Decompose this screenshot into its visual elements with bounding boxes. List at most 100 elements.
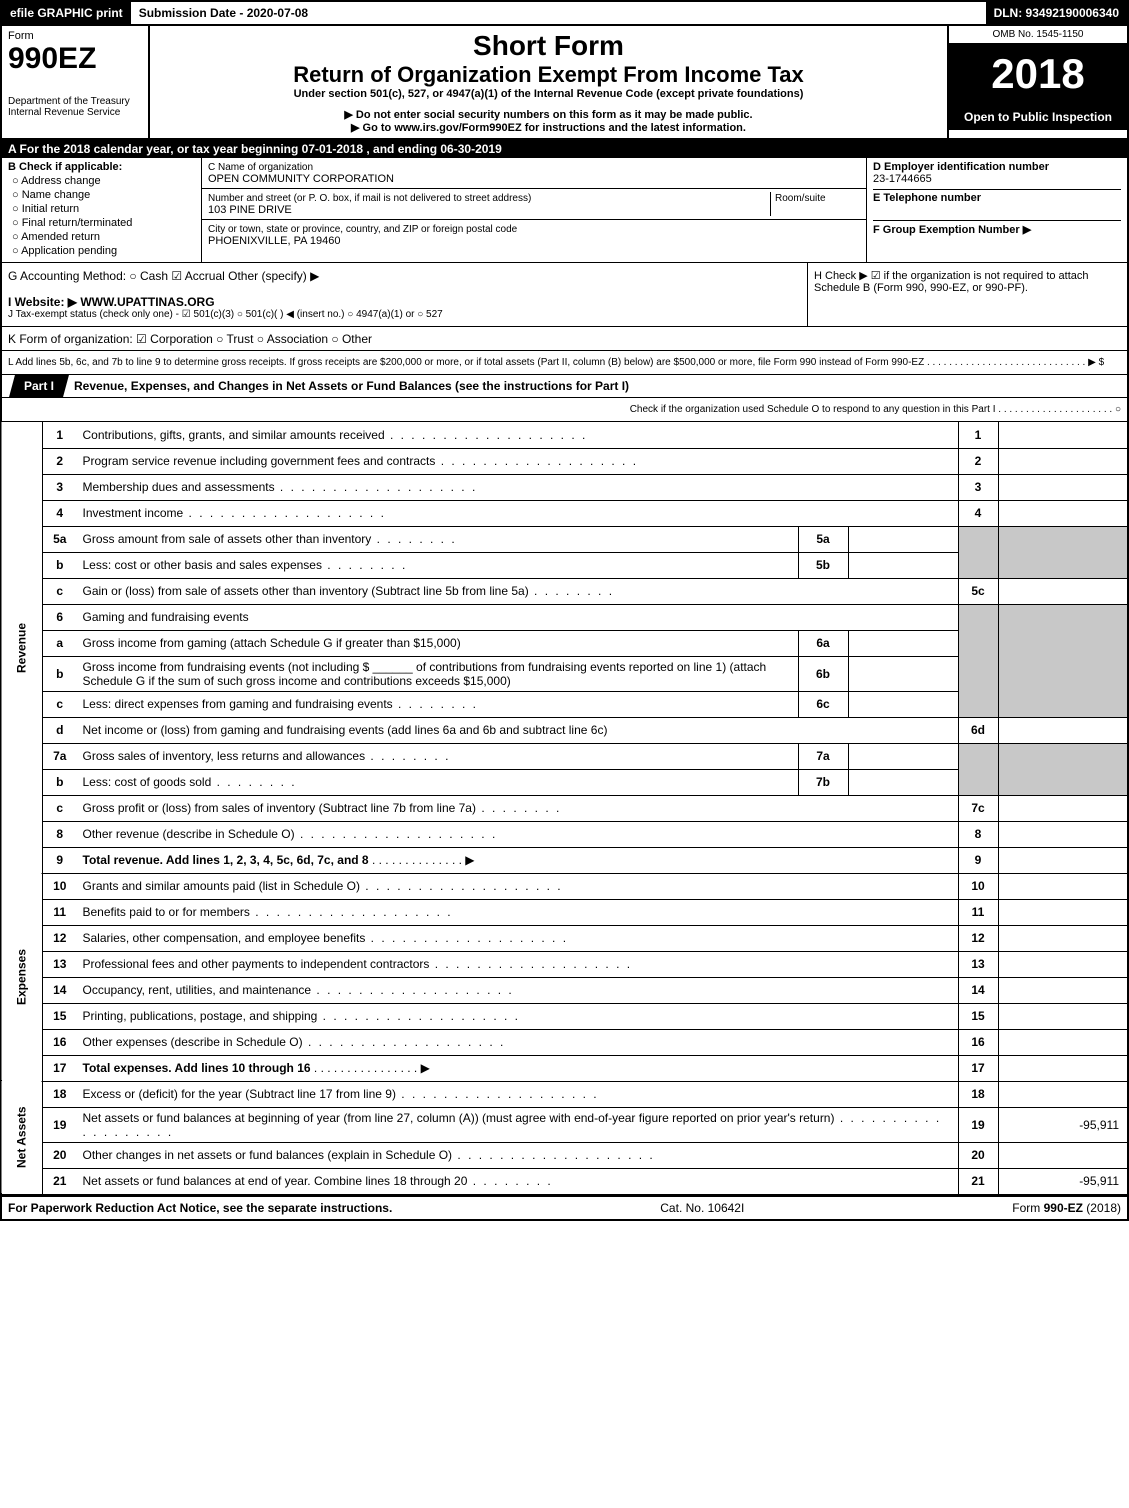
under-section: Under section 501(c), 527, or 4947(a)(1)… <box>156 88 941 100</box>
line-num-7c: c <box>43 795 77 821</box>
amt-21: -95,911 <box>998 1168 1128 1194</box>
line-num-6c: c <box>43 691 77 717</box>
gh-row: G Accounting Method: ○ Cash ☑ Accrual Ot… <box>0 263 1129 327</box>
part1-tab: Part I <box>9 375 69 397</box>
line-num-8: 8 <box>43 821 77 847</box>
return-title: Return of Organization Exempt From Incom… <box>156 62 941 88</box>
open-public-inspection: Open to Public Inspection <box>949 104 1127 130</box>
line-12: Salaries, other compensation, and employ… <box>83 931 569 945</box>
line-6: Gaming and fundraising events <box>77 604 959 630</box>
footer-left: For Paperwork Reduction Act Notice, see … <box>8 1201 392 1215</box>
line-num-7b: b <box>43 769 77 795</box>
irs: Internal Revenue Service <box>8 107 142 118</box>
form-number: 990EZ <box>8 42 142 76</box>
line-1: Contributions, gifts, grants, and simila… <box>83 428 588 442</box>
line-num-5a: 5a <box>43 526 77 552</box>
tax-year-line: A For the 2018 calendar year, or tax yea… <box>0 140 1129 158</box>
net-assets-sidebar: Net Assets <box>1 1081 43 1194</box>
line-3: Membership dues and assessments <box>83 480 478 494</box>
line-6c: Less: direct expenses from gaming and fu… <box>83 697 479 711</box>
spacer <box>316 2 985 24</box>
line-6a: Gross income from gaming (attach Schedul… <box>77 630 799 656</box>
line-num-5b: b <box>43 552 77 578</box>
line-20: Other changes in net assets or fund bala… <box>83 1148 655 1162</box>
lines-table: Revenue 1 Contributions, gifts, grants, … <box>0 422 1129 1195</box>
line-num-7a: 7a <box>43 743 77 769</box>
d-ein-label: D Employer identification number <box>873 161 1049 173</box>
ein-value: 23-1744665 <box>873 173 932 185</box>
line-num-11: 11 <box>43 899 77 925</box>
city-label: City or town, state or province, country… <box>208 224 517 235</box>
chk-address-change[interactable]: Address change <box>8 175 195 187</box>
line-num-6: 6 <box>43 604 77 630</box>
line-num-15: 15 <box>43 1003 77 1029</box>
chk-name-change[interactable]: Name change <box>8 189 195 201</box>
chk-final-return[interactable]: Final return/terminated <box>8 217 195 229</box>
org-address: 103 PINE DRIVE <box>208 204 292 216</box>
line-num-6d: d <box>43 717 77 743</box>
k-line: K Form of organization: ☑ Corporation ○ … <box>0 327 1129 351</box>
line-18: Excess or (deficit) for the year (Subtra… <box>83 1087 599 1101</box>
line-5b: Less: cost or other basis and sales expe… <box>83 558 408 572</box>
addr-label: Number and street (or P. O. box, if mail… <box>208 193 531 204</box>
line-num-19: 19 <box>43 1107 77 1142</box>
line-num-6b: b <box>43 656 77 691</box>
h-schedule-b: H Check ▶ ☑ if the organization is not r… <box>807 263 1127 326</box>
submission-date: Submission Date - 2020-07-08 <box>131 2 316 24</box>
line-num-1: 1 <box>43 422 77 448</box>
line-17: Total expenses. Add lines 10 through 16 <box>83 1061 311 1075</box>
chk-application-pending[interactable]: Application pending <box>8 245 195 257</box>
line-21: Net assets or fund balances at end of ye… <box>83 1174 553 1188</box>
org-name: OPEN COMMUNITY CORPORATION <box>208 173 394 185</box>
line-16: Other expenses (describe in Schedule O) <box>83 1035 506 1049</box>
line-6b: Gross income from fundraising events (no… <box>77 656 799 691</box>
goto-link[interactable]: ▶ Go to www.irs.gov/Form990EZ for instru… <box>156 121 941 134</box>
line-num-17: 17 <box>43 1055 77 1081</box>
line-7c: Gross profit or (loss) from sales of inv… <box>83 801 562 815</box>
i-website[interactable]: I Website: ▶ WWW.UPATTINAS.ORG <box>8 295 801 309</box>
room-label: Room/suite <box>775 193 826 204</box>
line-num-18: 18 <box>43 1081 77 1107</box>
line-5a: Gross amount from sale of assets other t… <box>83 532 457 546</box>
line-num-13: 13 <box>43 951 77 977</box>
line-num-9: 9 <box>43 847 77 873</box>
part1-header: Part I Revenue, Expenses, and Changes in… <box>0 375 1129 398</box>
line-7a: Gross sales of inventory, less returns a… <box>83 749 451 763</box>
line-19: Net assets or fund balances at beginning… <box>83 1111 942 1139</box>
line-11: Benefits paid to or for members <box>83 905 453 919</box>
top-bar: efile GRAPHIC print Submission Date - 20… <box>0 0 1129 26</box>
line-2: Program service revenue including govern… <box>83 454 639 468</box>
line-num-10: 10 <box>43 873 77 899</box>
part1-title: Revenue, Expenses, and Changes in Net As… <box>66 375 637 397</box>
dln: DLN: 93492190006340 <box>986 2 1127 24</box>
tax-year: 2018 <box>949 44 1127 104</box>
line-14: Occupancy, rent, utilities, and maintena… <box>83 983 514 997</box>
line-num-3: 3 <box>43 474 77 500</box>
chk-amended-return[interactable]: Amended return <box>8 231 195 243</box>
box-1: 1 <box>958 422 998 448</box>
efile-print[interactable]: efile GRAPHIC print <box>2 2 131 24</box>
g-accounting-method: G Accounting Method: ○ Cash ☑ Accrual Ot… <box>8 269 801 283</box>
section-b-title: B Check if applicable: <box>8 161 122 173</box>
line-6d: Net income or (loss) from gaming and fun… <box>77 717 959 743</box>
revenue-sidebar: Revenue <box>1 422 43 873</box>
e-phone-label: E Telephone number <box>873 192 981 204</box>
line-num-6a: a <box>43 630 77 656</box>
line-4: Investment income <box>83 506 386 520</box>
chk-initial-return[interactable]: Initial return <box>8 203 195 215</box>
info-grid: B Check if applicable: Address change Na… <box>0 158 1129 263</box>
org-city: PHOENIXVILLE, PA 19460 <box>208 235 340 247</box>
line-num-12: 12 <box>43 925 77 951</box>
line-num-4: 4 <box>43 500 77 526</box>
line-8: Other revenue (describe in Schedule O) <box>83 827 498 841</box>
amt-1 <box>998 422 1128 448</box>
line-num-21: 21 <box>43 1168 77 1194</box>
short-form-title: Short Form <box>156 30 941 62</box>
line-num-14: 14 <box>43 977 77 1003</box>
expenses-sidebar: Expenses <box>1 873 43 1081</box>
form-label: Form <box>8 30 142 42</box>
line-num-16: 16 <box>43 1029 77 1055</box>
line-7b: Less: cost of goods sold <box>83 775 297 789</box>
footer-mid: Cat. No. 10642I <box>660 1201 744 1215</box>
f-group-label: F Group Exemption Number ▶ <box>873 224 1031 236</box>
